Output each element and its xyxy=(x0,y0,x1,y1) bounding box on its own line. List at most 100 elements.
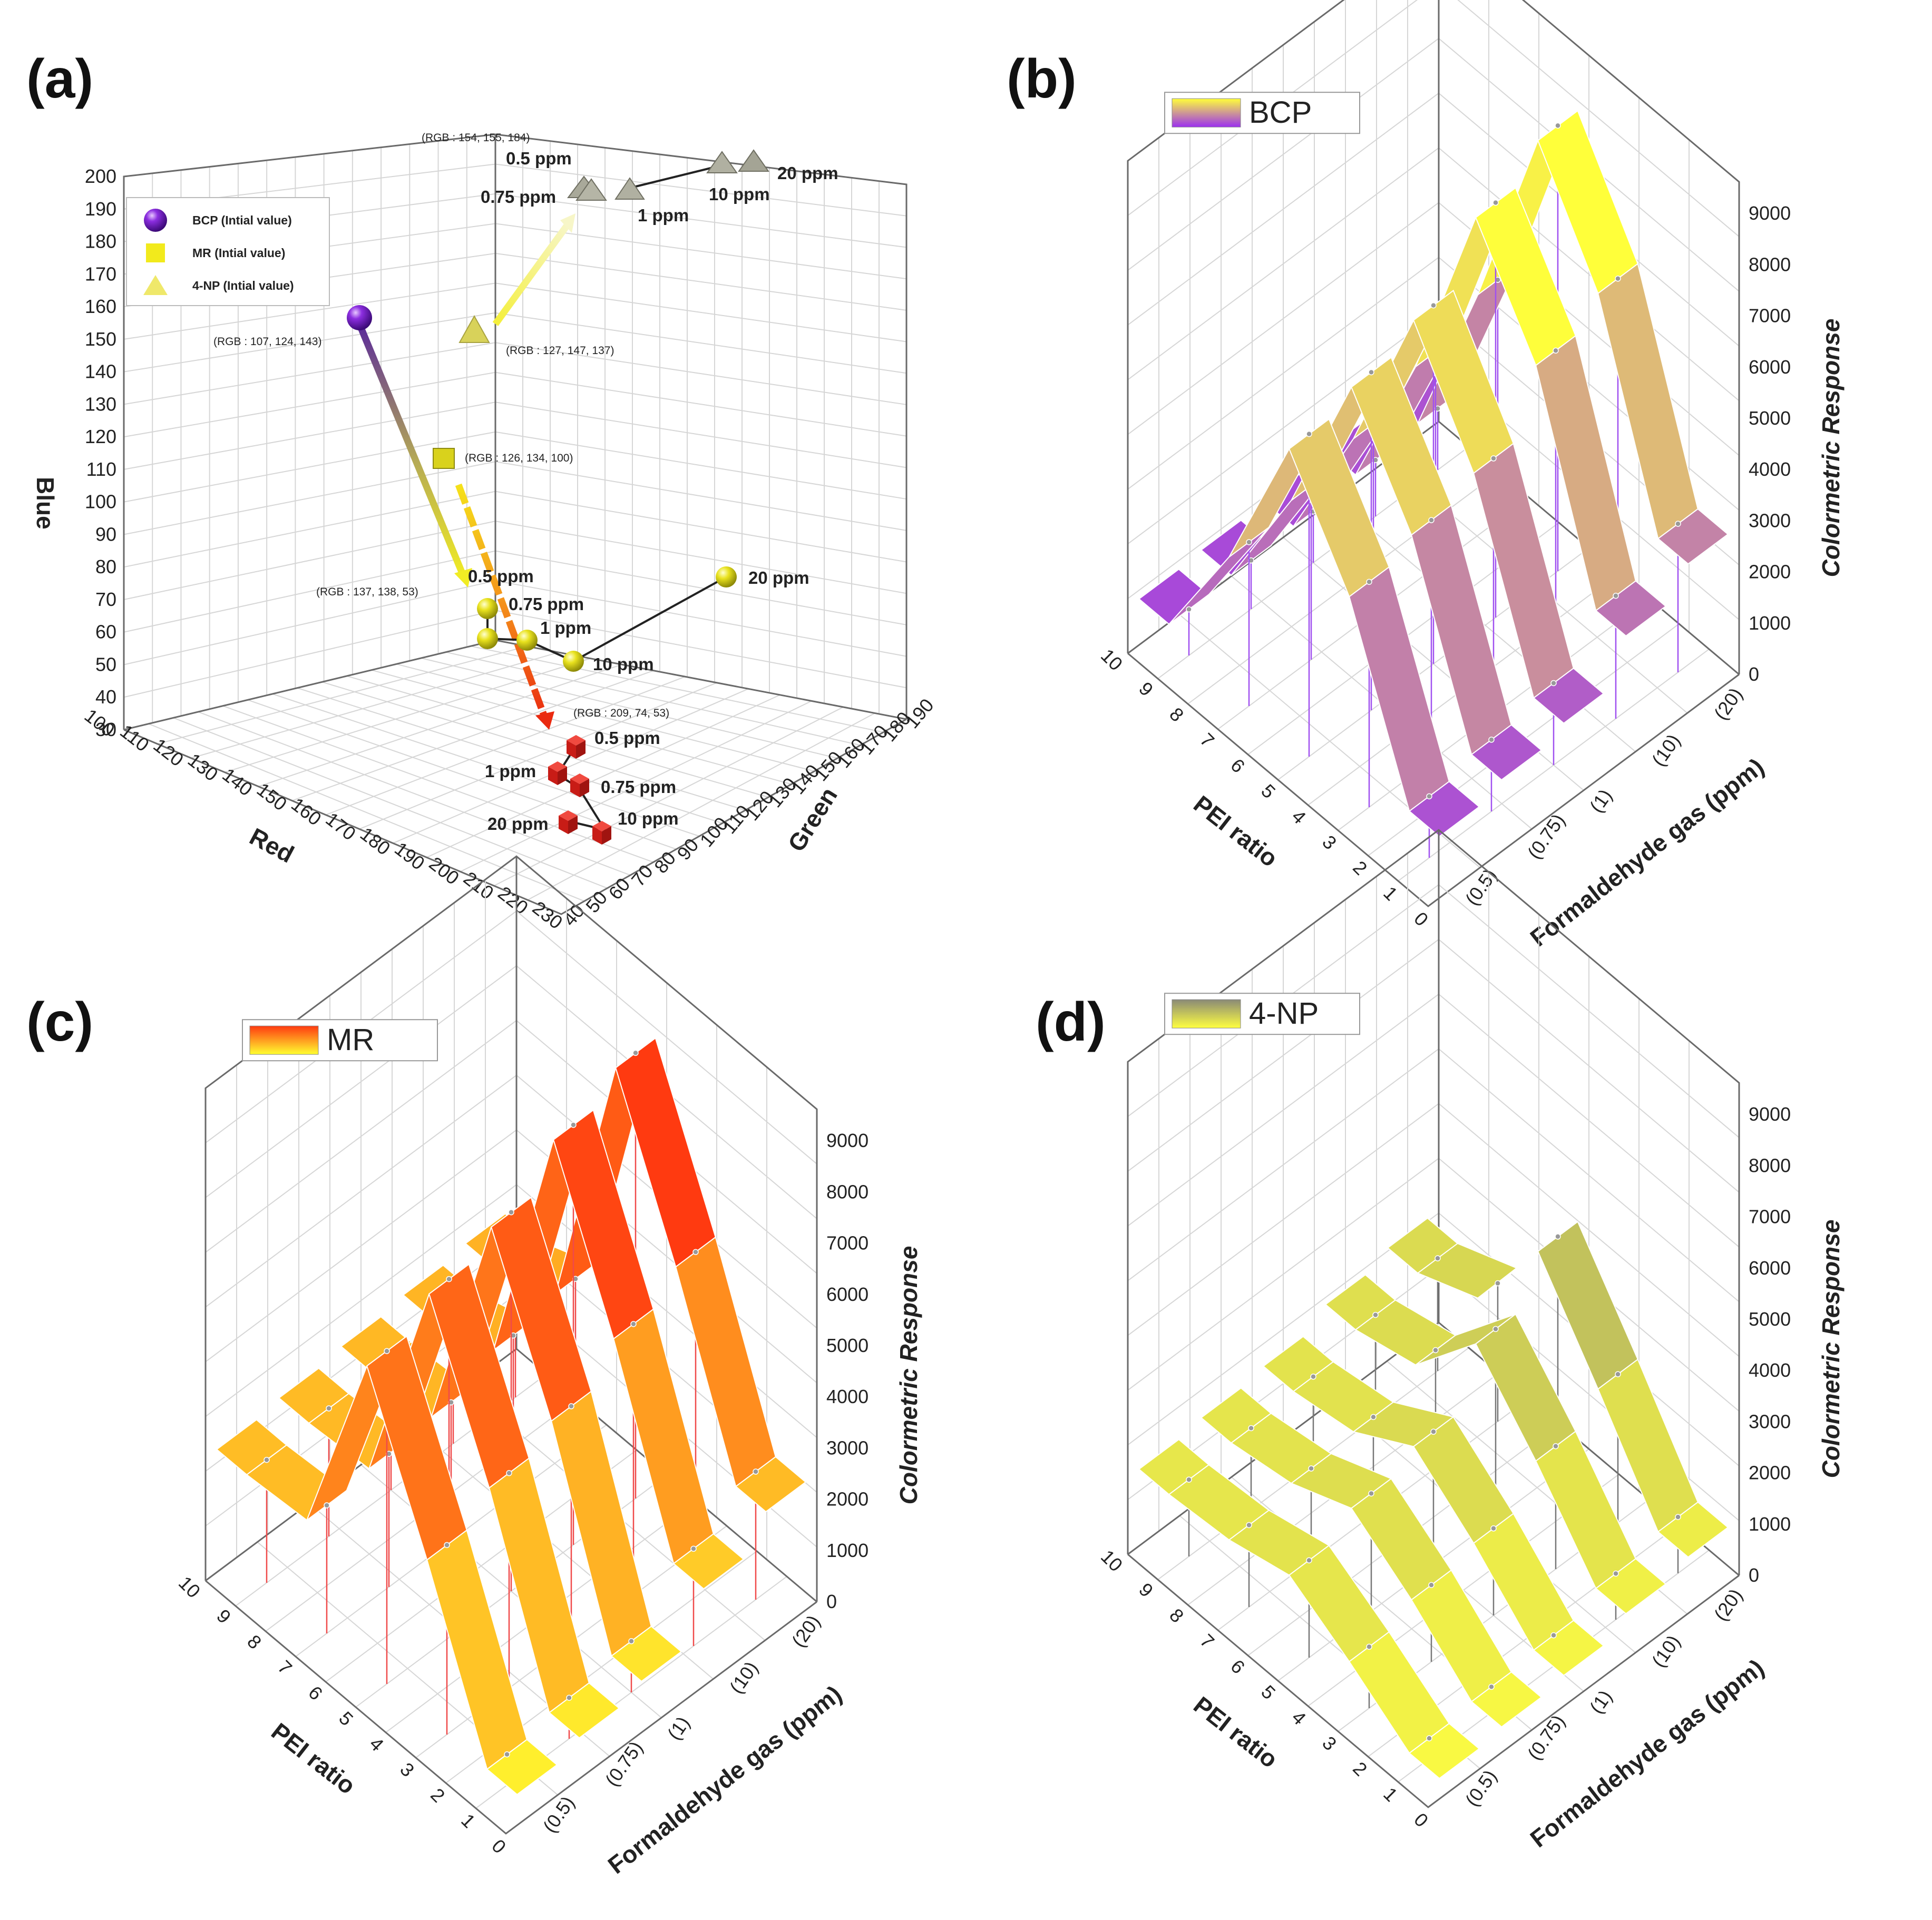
surface-z-tick-label: 6000 xyxy=(1749,1257,1791,1279)
mr-20ppm-marker xyxy=(559,810,578,834)
surface-x-tick-label: 5 xyxy=(1257,780,1280,802)
surface-x-tick-label: 5 xyxy=(1257,1681,1280,1703)
surface-x-tick-label: 10 xyxy=(174,1572,204,1602)
surface-data-point xyxy=(1372,1311,1379,1318)
surface-z-tick-label: 3000 xyxy=(1749,1410,1791,1432)
surface-y-tick-label: (0.5) xyxy=(1461,865,1501,909)
panel-a-x-tick-label: 130 xyxy=(184,749,222,785)
panel-a-z-gridline xyxy=(123,580,907,665)
surface-z-gridline xyxy=(1127,938,1740,1193)
surface-z-gridline xyxy=(205,965,817,1219)
panel-a-z-tick-label: 190 xyxy=(85,198,116,220)
mr-1ppm-marker xyxy=(548,761,567,785)
surface-y-tick-label: (0.75) xyxy=(1523,1711,1569,1764)
surface-data-point xyxy=(1306,1557,1312,1564)
surface-z-tick-label: 3000 xyxy=(1749,510,1791,531)
panel-a-floor-gridline xyxy=(396,663,815,772)
surface-x-tick-label: 7 xyxy=(1196,1630,1218,1652)
surface-z-tick-label: 8000 xyxy=(826,1181,869,1202)
surface-data-point xyxy=(324,1502,330,1508)
bcp-20ppm-marker xyxy=(716,566,737,587)
4np-20ppm-label: 20 ppm xyxy=(777,163,838,183)
panel-a-z-title: Blue xyxy=(32,477,59,530)
surface-data-point xyxy=(1615,1371,1621,1377)
mr-initial-marker xyxy=(433,448,455,469)
bcp-20ppm-label: 20 ppm xyxy=(748,568,809,587)
surface-data-point xyxy=(1490,455,1497,462)
panel-a-floor-gridline xyxy=(359,682,717,830)
panel-a-x-tick-label: 160 xyxy=(287,793,326,829)
4np-0.75ppm-marker xyxy=(575,178,607,201)
surface-ribbon-(1) xyxy=(1262,1336,1605,1677)
panel-a-z-tick-label: 120 xyxy=(85,426,116,447)
surface-x-tick-label: 1 xyxy=(1379,882,1402,905)
surface-frame-outline xyxy=(1127,829,1740,1808)
surface-data-point xyxy=(1675,521,1681,527)
surface-data-point xyxy=(1492,1326,1499,1333)
surface-data-point xyxy=(1555,1233,1561,1240)
bcp-1ppm-marker xyxy=(516,630,538,651)
surface-ribbon-segment xyxy=(610,1625,682,1682)
surface-y-tick-label: (1) xyxy=(663,1712,694,1744)
surface-data-point xyxy=(504,1751,510,1758)
surface-data-point xyxy=(1366,1643,1372,1650)
surface-data-point xyxy=(1186,1476,1192,1483)
surface-y-tick-label: (0.75) xyxy=(601,1737,647,1790)
panel-d-3d-surface: 0100020003000400050006000700080009000Col… xyxy=(1097,829,1845,1853)
panel-a-floor-gridline xyxy=(321,681,746,811)
4np-1ppm-label: 1 ppm xyxy=(638,205,689,225)
4np-10ppm-label: 10 ppm xyxy=(709,184,770,204)
surface-x-tick-label: 2 xyxy=(1349,857,1371,879)
surface-data-point xyxy=(1553,347,1559,354)
surface-y-title: Formaldehyde gas (ppm) xyxy=(603,1680,847,1879)
surface-ribbon-segment xyxy=(1597,1358,1699,1533)
panel-a-floor-gridline xyxy=(346,675,769,798)
surface-z-gridline xyxy=(1127,0,1740,182)
panel-a-x-tick-label: 200 xyxy=(425,853,464,889)
surface-y-tick-label: (20) xyxy=(787,1611,824,1651)
panel-b-3d-surface: 0 1000 2000 3000 4000 5000 6000 7000 8000 9000 Col… xyxy=(1097,0,1845,952)
bcp-10ppm-marker xyxy=(563,651,584,672)
surface-z-tick-label: 6000 xyxy=(826,1284,869,1305)
arrow-bcp-head xyxy=(454,568,472,587)
panel-a-floor-gridline xyxy=(222,705,654,863)
panel-a-z-tick-label: 180 xyxy=(85,231,116,252)
legend-colormap-swatch xyxy=(249,1025,319,1055)
surface-data-point xyxy=(508,1209,514,1216)
panel-a-x-tick-label: 150 xyxy=(253,778,291,815)
surface-x-tick-label: 5 xyxy=(335,1707,357,1730)
bcp-1ppm-label: 1 ppm xyxy=(540,618,591,638)
surface-data-point xyxy=(1490,1525,1497,1532)
surface-ribbon-segment xyxy=(1595,580,1667,637)
surface-ribbon-segment xyxy=(1472,1513,1575,1651)
panel-a-z-gridline xyxy=(123,431,907,503)
surface-data-point xyxy=(1432,1347,1439,1354)
surface-x-tick-label: 10 xyxy=(1097,644,1127,674)
mr-20ppm-label: 20 ppm xyxy=(487,814,549,834)
surface-z-tick-label: 0 xyxy=(826,1591,837,1612)
surface-z-tick-label: 2000 xyxy=(1749,1462,1791,1484)
panel-a-floor-gridline xyxy=(198,711,631,876)
surface-data-point xyxy=(1246,1522,1252,1529)
arrow-bcp-shift xyxy=(356,322,467,579)
4np-20ppm-marker xyxy=(738,149,769,172)
panel-a-floor-gridline xyxy=(291,670,654,801)
panel-a-x-tick-label: 120 xyxy=(150,734,188,770)
surface-y-tick-label: (0.5) xyxy=(539,1792,579,1836)
panel-a-z-ticks: 30 40 50 60 70 80 90 100 110 120 130 140 150 160 170 18… xyxy=(85,165,116,740)
bcp-0.5ppm-label: 0.5 ppm xyxy=(468,566,534,586)
legend-bcp-label: BCP (Intial value) xyxy=(192,213,292,227)
surface-y-tick-label: (10) xyxy=(1647,1631,1684,1671)
surface-x-tick-label: 1 xyxy=(457,1809,480,1832)
surface-data-point xyxy=(1368,1490,1374,1497)
panel-a-z-tick-label: 90 xyxy=(95,523,116,545)
surface-data-point xyxy=(1492,199,1499,206)
surface-data-point xyxy=(1488,737,1495,743)
surface-ribbon-segment xyxy=(1657,1501,1729,1558)
panel-a-z-gridline xyxy=(123,371,907,438)
panel-label-a: (a) xyxy=(26,48,93,110)
surface-x-tick-label: 3 xyxy=(1318,1732,1341,1755)
surface-ribbon-segment xyxy=(1535,1431,1637,1590)
bcp-10ppm-label: 10 ppm xyxy=(593,654,654,674)
surface-data-point xyxy=(1495,1280,1501,1287)
